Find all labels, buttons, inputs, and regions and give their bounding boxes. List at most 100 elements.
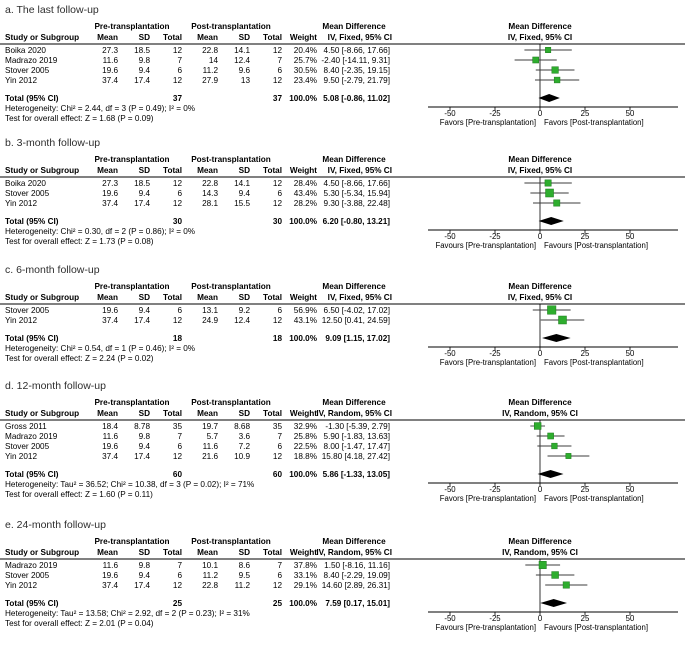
study-name: Boika 2020 xyxy=(5,179,46,188)
study-name: Boika 2020 xyxy=(5,46,46,55)
study-col-header: Study or Subgroup xyxy=(5,293,79,302)
post-sd-header: SD xyxy=(239,166,250,175)
pre-mean-cell: 37.4 xyxy=(102,76,118,85)
weight-header: Weight xyxy=(290,293,317,302)
study-name: Stover 2005 xyxy=(5,306,50,315)
effect-square xyxy=(544,179,552,187)
post-sd-cell: 14.1 xyxy=(234,179,250,188)
overall-effect-text: Test for overall effect: Z = 1.73 (P = 0… xyxy=(5,237,154,246)
pre-total-cell: 6 xyxy=(177,571,182,580)
post-sd-cell: 12.4 xyxy=(234,316,250,325)
study-name: Stover 2005 xyxy=(5,571,50,580)
effect-square xyxy=(547,305,557,315)
pre-sd-cell: 17.4 xyxy=(134,199,150,208)
study-name: Yin 2012 xyxy=(5,76,37,85)
post-total-header: Total xyxy=(263,409,282,418)
model-col-header: IV, Fixed, 95% CI xyxy=(328,166,392,175)
favors-left-label: Favors [Pre-transplantation] xyxy=(440,358,536,367)
post-mean-cell: 27.9 xyxy=(202,76,218,85)
weight-cell: 33.1% xyxy=(294,571,317,580)
post-mean-cell: 22.8 xyxy=(202,179,218,188)
total-label: Total (95% CI) xyxy=(5,470,59,479)
total-post-cell: 60 xyxy=(273,470,283,479)
pre-total-cell: 12 xyxy=(173,452,183,461)
pre-sd-cell: 18.5 xyxy=(134,179,150,188)
pre-sd-cell: 9.8 xyxy=(139,56,151,65)
plot-md-header: Mean Difference xyxy=(508,22,572,31)
overall-effect-text: Test for overall effect: Z = 1.68 (P = 0… xyxy=(5,114,154,123)
post-total-cell: 6 xyxy=(277,66,282,75)
post-mean-cell: 10.1 xyxy=(202,561,218,570)
post-sd-cell: 3.6 xyxy=(239,432,251,441)
post-sd-header: SD xyxy=(239,293,250,302)
axis-tick-label: 0 xyxy=(538,232,543,241)
weight-cell: 20.4% xyxy=(294,46,317,55)
pre-mean-header: Mean xyxy=(97,33,118,42)
study-name: Yin 2012 xyxy=(5,452,37,461)
overall-effect-text: Test for overall effect: Z = 2.24 (P = 0… xyxy=(5,354,154,363)
effect-square xyxy=(547,432,554,440)
ci-label-cell: 5.90 [-1.83, 13.63] xyxy=(324,432,390,441)
forest-panel-e: e. 24-month follow-up Pre-transplantatio… xyxy=(0,519,685,635)
md-group-header: Mean Difference xyxy=(322,398,386,407)
effect-square xyxy=(551,66,559,74)
panel-title-d: d. 12-month follow-up xyxy=(5,380,106,392)
post-mean-header: Mean xyxy=(197,548,218,557)
panel-title-e: e. 24-month follow-up xyxy=(5,519,106,531)
effect-square xyxy=(551,571,559,579)
weight-cell: 28.4% xyxy=(294,179,317,188)
pre-total-cell: 12 xyxy=(173,179,183,188)
post-total-header: Total xyxy=(263,293,282,302)
pre-sd-cell: 17.4 xyxy=(134,316,150,325)
total-post-cell: 25 xyxy=(273,599,283,608)
post-sd-cell: 14.1 xyxy=(234,46,250,55)
total-pre-cell: 30 xyxy=(173,217,183,226)
pre-sd-cell: 9.8 xyxy=(139,561,151,570)
favors-left-label: Favors [Pre-transplantation] xyxy=(440,494,536,503)
pre-sd-cell: 9.4 xyxy=(139,306,151,315)
ci-label-cell: 5.30 [-5.34, 15.94] xyxy=(324,189,390,198)
pre-mean-cell: 37.4 xyxy=(102,316,118,325)
model-col-header: IV, Fixed, 95% CI xyxy=(328,293,392,302)
post-sd-cell: 9.2 xyxy=(239,306,251,315)
weight-cell: 37.8% xyxy=(294,561,317,570)
pooled-diamond xyxy=(542,334,571,342)
axis-tick-label: -25 xyxy=(489,485,501,494)
pre-mean-header: Mean xyxy=(97,409,118,418)
effect-square xyxy=(545,47,552,53)
post-group-header: Post-transplantation xyxy=(191,537,271,546)
total-ci-cell: 5.08 [-0.86, 11.02] xyxy=(323,94,390,103)
study-col-header: Study or Subgroup xyxy=(5,409,79,418)
pre-total-cell: 7 xyxy=(177,432,182,441)
pre-mean-cell: 27.3 xyxy=(102,179,118,188)
pre-total-cell: 12 xyxy=(173,199,183,208)
axis-tick-label: -50 xyxy=(444,614,456,623)
post-total-cell: 7 xyxy=(277,432,282,441)
pre-mean-cell: 18.4 xyxy=(102,422,118,431)
post-total-cell: 12 xyxy=(273,452,283,461)
study-col-header: Study or Subgroup xyxy=(5,33,79,42)
post-total-cell: 12 xyxy=(273,46,283,55)
effect-square xyxy=(532,56,539,64)
study-name: Yin 2012 xyxy=(5,316,37,325)
total-post-cell: 37 xyxy=(273,94,283,103)
post-mean-cell: 13.1 xyxy=(202,306,218,315)
post-total-cell: 6 xyxy=(277,442,282,451)
total-pre-cell: 25 xyxy=(173,599,183,608)
weight-cell: 29.1% xyxy=(294,581,317,590)
pooled-diamond xyxy=(538,217,564,225)
pre-total-cell: 12 xyxy=(173,46,183,55)
post-mean-cell: 14.3 xyxy=(202,189,218,198)
ci-label-cell: 8.40 [-2.29, 19.09] xyxy=(324,571,390,580)
axis-tick-label: -25 xyxy=(489,349,501,358)
forest-panel-c: c. 6-month follow-up Pre-transplantation… xyxy=(0,264,685,370)
post-total-cell: 12 xyxy=(273,76,283,85)
pre-mean-header: Mean xyxy=(97,166,118,175)
pre-sd-cell: 9.4 xyxy=(139,66,151,75)
pre-mean-cell: 37.4 xyxy=(102,199,118,208)
post-mean-header: Mean xyxy=(197,33,218,42)
axis-tick-label: 0 xyxy=(538,109,543,118)
pooled-diamond xyxy=(540,599,568,607)
post-total-cell: 35 xyxy=(273,422,283,431)
study-name: Madrazo 2019 xyxy=(5,432,58,441)
